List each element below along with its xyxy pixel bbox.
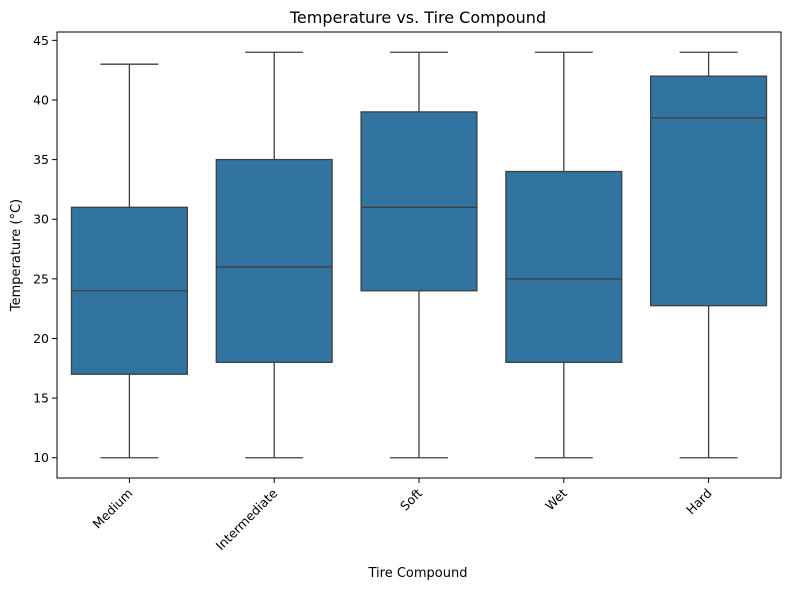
y-tick-label: 25 [33, 271, 49, 286]
box-intermediate [215, 158, 333, 363]
y-tick-label: 15 [33, 391, 49, 406]
y-tick-label: 10 [33, 450, 49, 465]
y-tick-label: 30 [33, 212, 49, 227]
y-tick-label: 35 [33, 152, 49, 167]
chart-title: Temperature vs. Tire Compound [289, 8, 546, 27]
y-axis-label: Temperature (°C) [9, 199, 24, 312]
y-tick-label: 20 [33, 331, 49, 346]
y-tick-label: 40 [33, 92, 49, 107]
y-tick-label: 45 [33, 33, 49, 48]
x-axis-label: Tire Compound [368, 566, 468, 581]
box-soft [360, 111, 478, 292]
box-hard [650, 75, 768, 307]
box-wet [505, 170, 623, 363]
